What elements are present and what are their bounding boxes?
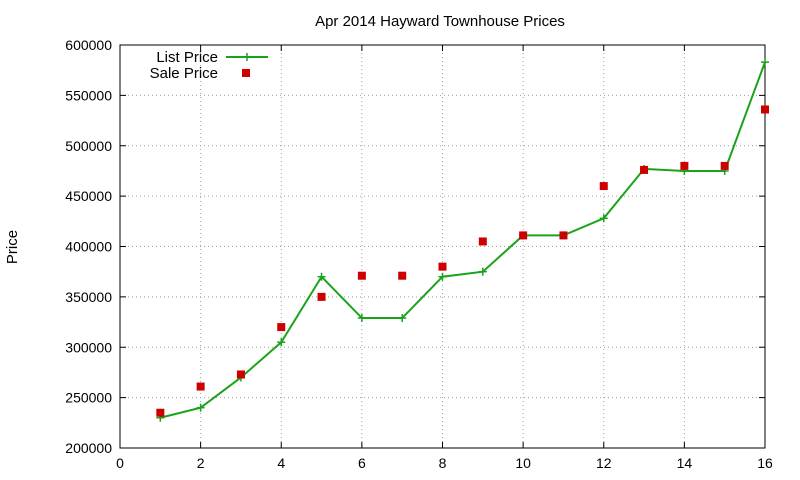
y-tick-label: 400000 [65, 239, 112, 255]
x-tick-label: 4 [277, 455, 285, 471]
data-point [761, 105, 769, 114]
data-point [398, 314, 407, 323]
data-point [156, 408, 165, 417]
data-point [478, 267, 487, 276]
data-point [196, 382, 205, 391]
series-2 [156, 105, 769, 417]
data-point [559, 231, 568, 240]
series-line [160, 61, 766, 419]
data-point [236, 370, 245, 379]
y-tick-label: 350000 [65, 289, 112, 305]
chart-title: Apr 2014 Hayward Townhouse Prices [315, 13, 565, 30]
series-1 [156, 58, 769, 422]
plot-frame [119, 44, 766, 449]
data-point [398, 271, 407, 280]
data-point [640, 165, 649, 174]
data-point [357, 314, 366, 323]
y-tick-label: 600000 [65, 37, 112, 53]
grid [120, 45, 765, 448]
data-point [438, 262, 447, 271]
y-axis-label: Price [4, 230, 21, 264]
y-tick-labels: 200000 250000 300000 350000 400000 450000 5000… [65, 37, 112, 456]
data-point [277, 338, 286, 347]
x-tick-label: 10 [515, 455, 531, 471]
data-point [478, 237, 487, 246]
data-point [357, 271, 366, 280]
y-tick-label: 300000 [65, 339, 112, 355]
series [156, 58, 769, 422]
x-tick-label: 6 [358, 455, 366, 471]
x-tick-label: 0 [116, 455, 124, 471]
legend-marker [242, 69, 250, 77]
data-point [680, 161, 689, 170]
y-tick-label: 450000 [65, 188, 112, 204]
x-tick-label: 2 [197, 455, 205, 471]
y-tick-label: 200000 [65, 440, 112, 456]
legend-marker [243, 53, 251, 61]
x-tick-labels: 0 2 4 6 8 10 12 14 16 [116, 455, 773, 471]
data-point [519, 231, 528, 240]
y-tick-label: 550000 [65, 87, 112, 103]
data-point [277, 323, 286, 332]
data-point [317, 292, 326, 301]
data-point [761, 58, 769, 67]
data-point [720, 161, 729, 170]
data-point [196, 403, 205, 412]
x-tick-label: 14 [677, 455, 693, 471]
data-point [599, 182, 608, 191]
data-point [599, 214, 608, 223]
data-point [438, 272, 447, 281]
legend-label: Sale Price [150, 65, 218, 82]
y-tick-label: 500000 [65, 138, 112, 154]
x-tick-label: 16 [757, 455, 773, 471]
y-tick-label: 250000 [65, 390, 112, 406]
data-point [317, 272, 326, 281]
x-tick-label: 12 [596, 455, 612, 471]
x-tick-label: 8 [439, 455, 447, 471]
legend-label: List Price [156, 49, 218, 66]
